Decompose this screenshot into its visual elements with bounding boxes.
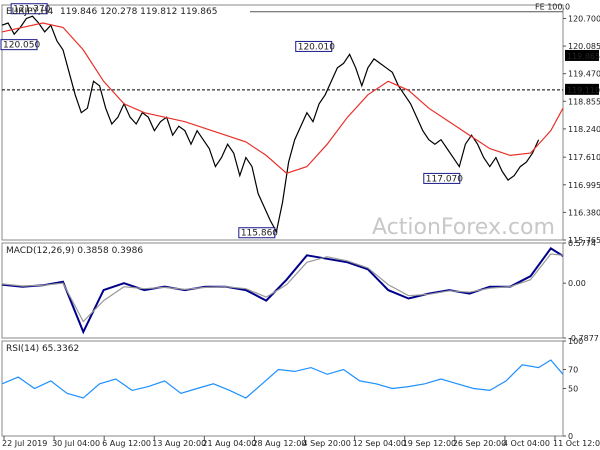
price-ytick-label: 120.700	[568, 14, 600, 23]
price-ytick-label: 118.240	[568, 125, 600, 134]
x-tick-label: 21 Aug 04:00	[202, 439, 256, 448]
price-series-eurjpy	[1, 15, 540, 234]
watermark: ActionForex.com	[372, 215, 555, 240]
x-tick-label: 6 Aug 12:00	[102, 439, 151, 448]
x-tick-label: 30 Jul 04:00	[52, 439, 100, 448]
macd-ytick-label: 0.5774	[568, 239, 596, 248]
price-annotation-box	[238, 227, 276, 239]
price-annotation-label: 120.050	[3, 41, 40, 51]
x-tick-label: 28 Aug 12:00	[252, 439, 306, 448]
price-annotation-box	[295, 40, 333, 52]
price-price-tag-label: 119.865	[567, 52, 600, 61]
macd-series-signal	[1, 253, 564, 323]
price-price-tag-label: 119.110	[567, 86, 600, 95]
price-ytick-label: 115.765	[568, 236, 600, 245]
price-ytick-label: 116.380	[568, 208, 600, 217]
price-level-label: FE 100.0	[535, 3, 570, 12]
x-axis: 22 Jul 2019 30 Jul 04:00 6 Aug 12:00 13 Aug…	[2, 436, 600, 448]
x-tick-label: 11 Oct 12:00	[553, 439, 600, 448]
rsi-panel	[1, 340, 564, 437]
rsi-title: RSI(14) 65.3362	[6, 344, 79, 354]
macd-title: MACD(12,26,9) 0.3858 0.3986	[6, 246, 143, 256]
rsi-ytick-label: 50	[568, 385, 578, 394]
price-header-values: 119.846 120.278 119.812 119.865	[60, 7, 217, 17]
macd-layer: 0.5774 0.00 -0.7877	[1, 239, 599, 343]
rsi-ytick-label: 100	[568, 337, 583, 346]
macd-ytick-label: 0.00	[568, 279, 586, 288]
rsi-ytick-label: 70	[568, 366, 578, 375]
x-tick-label: 13 Aug 20:00	[152, 439, 206, 448]
price-annotation-box	[0, 39, 38, 51]
price-ytick-label: 118.855	[568, 97, 600, 106]
price-series-ma	[1, 22, 564, 174]
price-annotation-label: 115.860	[241, 229, 278, 239]
x-tick-label: 4 Oct 04:00	[503, 439, 550, 448]
price-ytick-label: 116.995	[568, 181, 600, 190]
price-annotation-label: 120.010	[298, 42, 335, 52]
price-layer: 120.700 120.085 119.470 118.855 118.240 117.6…	[0, 3, 600, 245]
rsi-ytick-label: 0	[568, 432, 573, 441]
rsi-series-rsi	[1, 359, 564, 399]
price-panel	[1, 4, 564, 241]
price-ytick-label: 120.085	[568, 42, 600, 51]
price-price-tag	[565, 49, 599, 61]
price-title: EURJPY,H4	[6, 7, 54, 17]
price-annotation-label: 117.070	[426, 174, 463, 184]
price-annotation-box	[423, 172, 461, 184]
macd-ytick-label: -0.7877	[568, 334, 599, 343]
rsi-layer: 100 70 50 0	[1, 337, 583, 441]
price-ytick-label: 117.610	[568, 153, 600, 162]
price-price-tag	[565, 83, 599, 95]
x-tick-label: 4 Sep 20:00	[303, 439, 351, 448]
price-ytick-label: 119.470	[568, 70, 600, 79]
x-tick-label: 19 Sep 12:00	[403, 439, 456, 448]
price-annotation-box	[10, 3, 48, 15]
x-tick-label: 26 Sep 20:00	[453, 439, 506, 448]
price-annotation-label: 121.370	[13, 5, 50, 15]
x-tick-label: 12 Sep 04:00	[353, 439, 406, 448]
x-tick-label: 22 Jul 2019	[2, 439, 47, 448]
macd-panel	[1, 242, 564, 339]
